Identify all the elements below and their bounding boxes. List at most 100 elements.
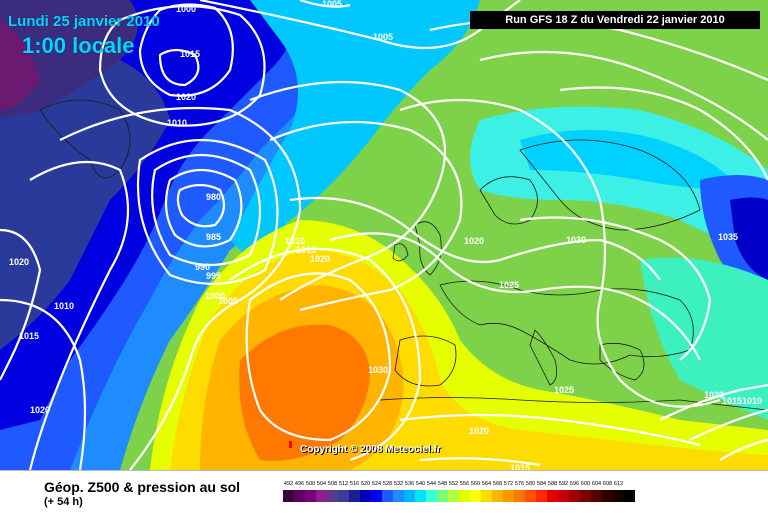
isobar-1010-east (719, 438, 768, 461)
copyright-notice: Copyright © 2008 Meteociel.fr (300, 444, 441, 455)
coast-scandinavia (519, 139, 701, 231)
isobar-1015-east (689, 408, 768, 441)
scale-swatch (349, 490, 360, 502)
scale-tick-label: 556 (459, 481, 470, 487)
isobar-label: 1030 (566, 235, 586, 245)
isobar-label: 1015 (510, 463, 530, 470)
isobar-1020-arctic (479, 50, 768, 141)
scale-tick-label: 496 (294, 481, 305, 487)
red-marker (289, 441, 292, 448)
field-band-deep-orange (239, 324, 370, 461)
color-scale-swatches (283, 490, 745, 502)
scale-tick-label: 500 (305, 481, 316, 487)
isobar-label: 1000 (176, 4, 196, 14)
scale-tick-label: 504 (316, 481, 327, 487)
scale-tick-label: 580 (525, 481, 536, 487)
scale-tick-label: 516 (349, 481, 360, 487)
isobar-1020-east (659, 383, 768, 421)
isobar-label: 1020 (704, 390, 724, 400)
isobar-label: 1010 (742, 396, 762, 406)
scale-tick-label: 528 (382, 481, 393, 487)
isobar-1025-europe (329, 232, 701, 361)
scale-tick-label: 604 (591, 481, 602, 487)
field-band-cyan-core (520, 130, 740, 190)
scale-swatch (404, 490, 415, 502)
scale-swatch (624, 490, 635, 502)
scale-swatch (338, 490, 349, 502)
scale-swatch (448, 490, 459, 502)
scale-tick-label: 608 (602, 481, 613, 487)
scale-tick-label: 552 (448, 481, 459, 487)
isobar-label: 1010 (54, 301, 74, 311)
color-scale-labels: 492 496 500 504 508 512 516 520 524 528 532 536 540 5… (283, 479, 745, 489)
scale-swatch (459, 490, 470, 502)
isobar-label: 1010 (167, 118, 187, 128)
scale-swatch (393, 490, 404, 502)
isobar-995-ring (136, 138, 279, 285)
isobar-1015-central (269, 120, 463, 312)
coast-iberia (394, 335, 457, 387)
scale-swatch (316, 490, 327, 502)
scale-swatch (437, 490, 448, 502)
scale-swatch (525, 490, 536, 502)
scale-swatch (558, 490, 569, 502)
isobar-label: 980 (206, 192, 221, 202)
isobar-1010-ring (98, 5, 266, 127)
scale-tick-label: 540 (415, 481, 426, 487)
scale-tick-label: 584 (536, 481, 547, 487)
isobar-1025-arctic (559, 86, 768, 181)
isobar-label: 1010 (285, 236, 305, 246)
isobar-label: 995 (206, 271, 221, 281)
scale-tick-label: 536 (404, 481, 415, 487)
scale-swatch (503, 490, 514, 502)
isobar-label: 1020 (310, 254, 330, 264)
isobar-label: 1025 (554, 385, 574, 395)
isobar-1020-ring (158, 48, 200, 87)
scale-swatch (294, 490, 305, 502)
scale-swatch (305, 490, 316, 502)
scale-tick-label: 548 (437, 481, 448, 487)
isobar-label: 1020 (30, 405, 50, 415)
isobar-1030-ridge (245, 272, 392, 442)
field-band-east-deep (730, 197, 768, 280)
isobar-1025-ridge (229, 247, 422, 462)
forecast-date: Lundi 25 janvier 2010 (8, 13, 160, 30)
map-footer: Géop. Z500 & pression au sol (+ 54 h) 49… (0, 470, 768, 513)
weather-map-canvas: 1000 1005 1005 1015 1020 1010 980 985 99… (0, 0, 768, 470)
field-band-east-cyan (640, 257, 768, 420)
field-band-magenta (0, 20, 40, 110)
forecast-range: (+ 54 h) (44, 496, 83, 508)
isobar-label: 1015 (180, 49, 200, 59)
scale-swatch (470, 490, 481, 502)
isobar-1005-top (299, 0, 351, 8)
scale-swatch (492, 490, 503, 502)
isobar-1030-europe (399, 98, 721, 408)
scale-swatch (602, 490, 613, 502)
coast-italy (529, 329, 558, 386)
scale-swatch (371, 490, 382, 502)
scale-tick-label: 564 (481, 481, 492, 487)
weather-map: 1000 1005 1005 1015 1020 1010 980 985 99… (0, 0, 768, 470)
isobar-985-ring (164, 169, 243, 248)
scale-swatch (547, 490, 558, 502)
coast-ireland (392, 243, 409, 262)
coastlines (39, 99, 768, 411)
scale-tick-label: 600 (580, 481, 591, 487)
map-title: Géop. Z500 & pression au sol (44, 479, 241, 495)
isobar-label: 1005 (218, 296, 238, 306)
field-band-purple (0, 0, 138, 120)
scale-tick-label: 572 (503, 481, 514, 487)
isobar-1020-europe (289, 196, 661, 281)
isobar-label: 1035 (718, 232, 738, 242)
isobar-1015-south (419, 457, 541, 467)
scale-swatch (481, 490, 492, 502)
scale-tick-label: 492 (283, 481, 294, 487)
isobar-1000 (59, 106, 302, 470)
isobar-label: 985 (206, 232, 221, 242)
isobar-label: 1030 (368, 365, 388, 375)
isobar-label: 1005 (373, 32, 393, 42)
isobar-label: 990 (195, 262, 210, 272)
model-run-label: Run GFS 18 Z du Vendredi 22 janvier 2010 (470, 11, 760, 29)
scale-swatch (613, 490, 624, 502)
isobar-label: 1020 (9, 257, 29, 267)
